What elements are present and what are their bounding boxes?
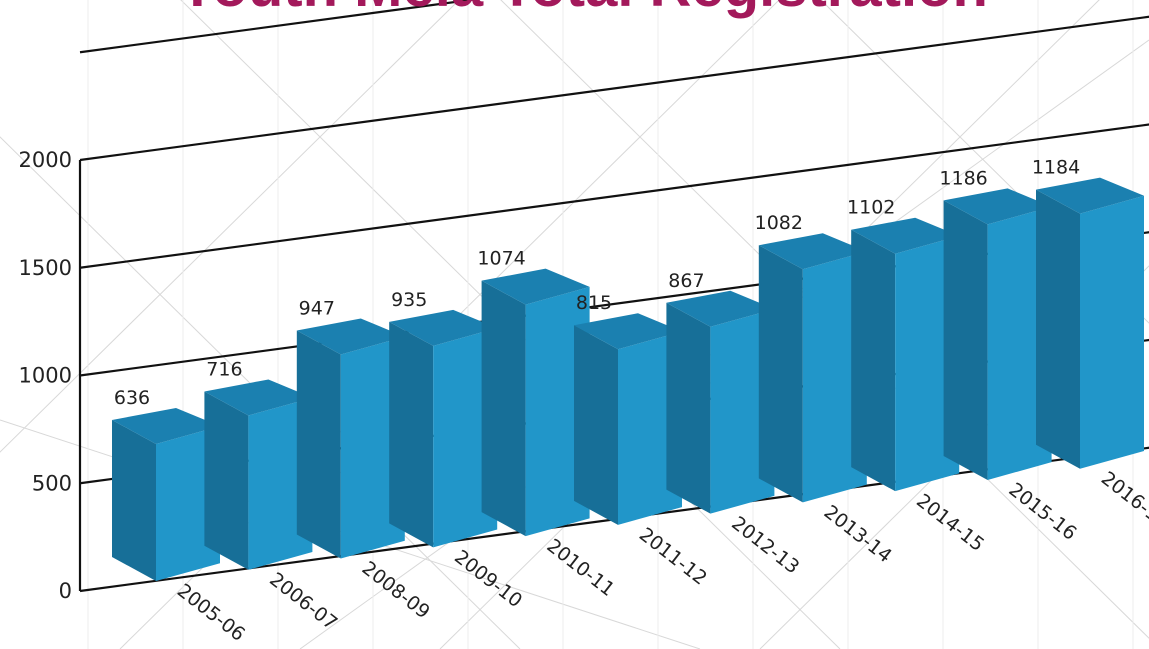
value-label: 1184 xyxy=(1032,157,1080,179)
value-label: 1082 xyxy=(755,212,803,234)
bar-top-face xyxy=(204,379,313,416)
bar-side-face xyxy=(389,321,434,548)
gridline xyxy=(79,0,479,54)
gridline xyxy=(79,123,1149,269)
bar xyxy=(943,188,1052,480)
y-axis-ticks: 0 500 1000 1500 2000 xyxy=(19,148,72,603)
bar-side-face xyxy=(1036,189,1080,469)
category-label: 2008-09 xyxy=(358,557,434,623)
value-label: 935 xyxy=(391,289,427,311)
category-label: 2005-06 xyxy=(173,580,249,646)
bar xyxy=(112,407,220,581)
bar xyxy=(1036,177,1144,469)
bar-side-face xyxy=(758,245,803,503)
bar-side-face xyxy=(296,330,341,559)
category-label: 2012-13 xyxy=(727,512,803,578)
bar xyxy=(574,313,682,525)
bar xyxy=(666,290,775,514)
category-label: 2011-12 xyxy=(635,523,711,589)
bar xyxy=(389,309,498,548)
bar-front-face xyxy=(987,206,1052,480)
bar-front-face xyxy=(710,309,775,514)
bg-diagonal-line xyxy=(180,0,841,649)
value-label: 716 xyxy=(206,358,242,380)
bar-top-face xyxy=(758,233,867,270)
y-tick-label: 2000 xyxy=(19,148,72,172)
value-labels: 636 716 947 935 1074 815 867 1082 1102 1186 1184 xyxy=(114,157,1080,409)
bar-front-face xyxy=(1080,195,1144,469)
category-label: 2010-11 xyxy=(543,535,619,601)
bar xyxy=(481,268,590,537)
bar xyxy=(296,318,405,559)
bar-front-face xyxy=(340,336,405,559)
category-label: 2013-14 xyxy=(820,501,896,567)
bar-side-face xyxy=(204,391,249,570)
bar-top-face xyxy=(296,318,405,355)
y-tick-label: 500 xyxy=(32,471,72,495)
bar-front-face xyxy=(618,331,682,525)
value-label: 636 xyxy=(114,387,150,409)
bar-side-face xyxy=(943,200,988,480)
y-tick-label: 1000 xyxy=(19,364,72,388)
value-label: 1074 xyxy=(477,248,525,270)
bar-top-face xyxy=(574,313,682,350)
value-label: 1186 xyxy=(939,167,987,189)
bar-front-face xyxy=(433,328,498,548)
bar-top-face xyxy=(112,407,220,444)
bar xyxy=(758,233,867,503)
bar xyxy=(204,379,313,570)
bar-top-face xyxy=(389,309,498,346)
y-tick-label: 0 xyxy=(59,579,72,603)
bar-top-face xyxy=(943,188,1052,225)
value-label: 947 xyxy=(299,297,335,319)
bar-side-face xyxy=(481,280,526,537)
y-tick-label: 1500 xyxy=(19,256,72,280)
value-label: 867 xyxy=(668,270,704,292)
bars xyxy=(112,177,1144,581)
bar-front-face xyxy=(525,286,590,537)
bar-front-face xyxy=(895,235,960,492)
bar-side-face xyxy=(112,419,156,581)
value-label: 815 xyxy=(576,292,612,314)
bar-top-face xyxy=(666,290,775,327)
bar-top-face xyxy=(481,268,590,305)
category-label: 2006-07 xyxy=(265,568,341,634)
gridline xyxy=(79,15,1149,162)
bar-front-face xyxy=(156,426,220,581)
bar-side-face xyxy=(851,229,896,492)
category-label: 2014-15 xyxy=(912,490,988,556)
value-label: 1102 xyxy=(847,197,895,219)
bar-top-face xyxy=(851,217,960,254)
bar-front-face xyxy=(802,251,867,503)
bar-top-face xyxy=(1036,177,1144,214)
bar xyxy=(851,217,960,492)
bar-front-face xyxy=(248,397,313,570)
chart-title: Youth Mela Total Registration xyxy=(178,0,988,19)
category-label: 2015-16 xyxy=(1005,479,1081,545)
category-label: 2016-17 xyxy=(1097,467,1149,533)
bar-side-face xyxy=(574,325,618,525)
bar-side-face xyxy=(666,302,711,514)
